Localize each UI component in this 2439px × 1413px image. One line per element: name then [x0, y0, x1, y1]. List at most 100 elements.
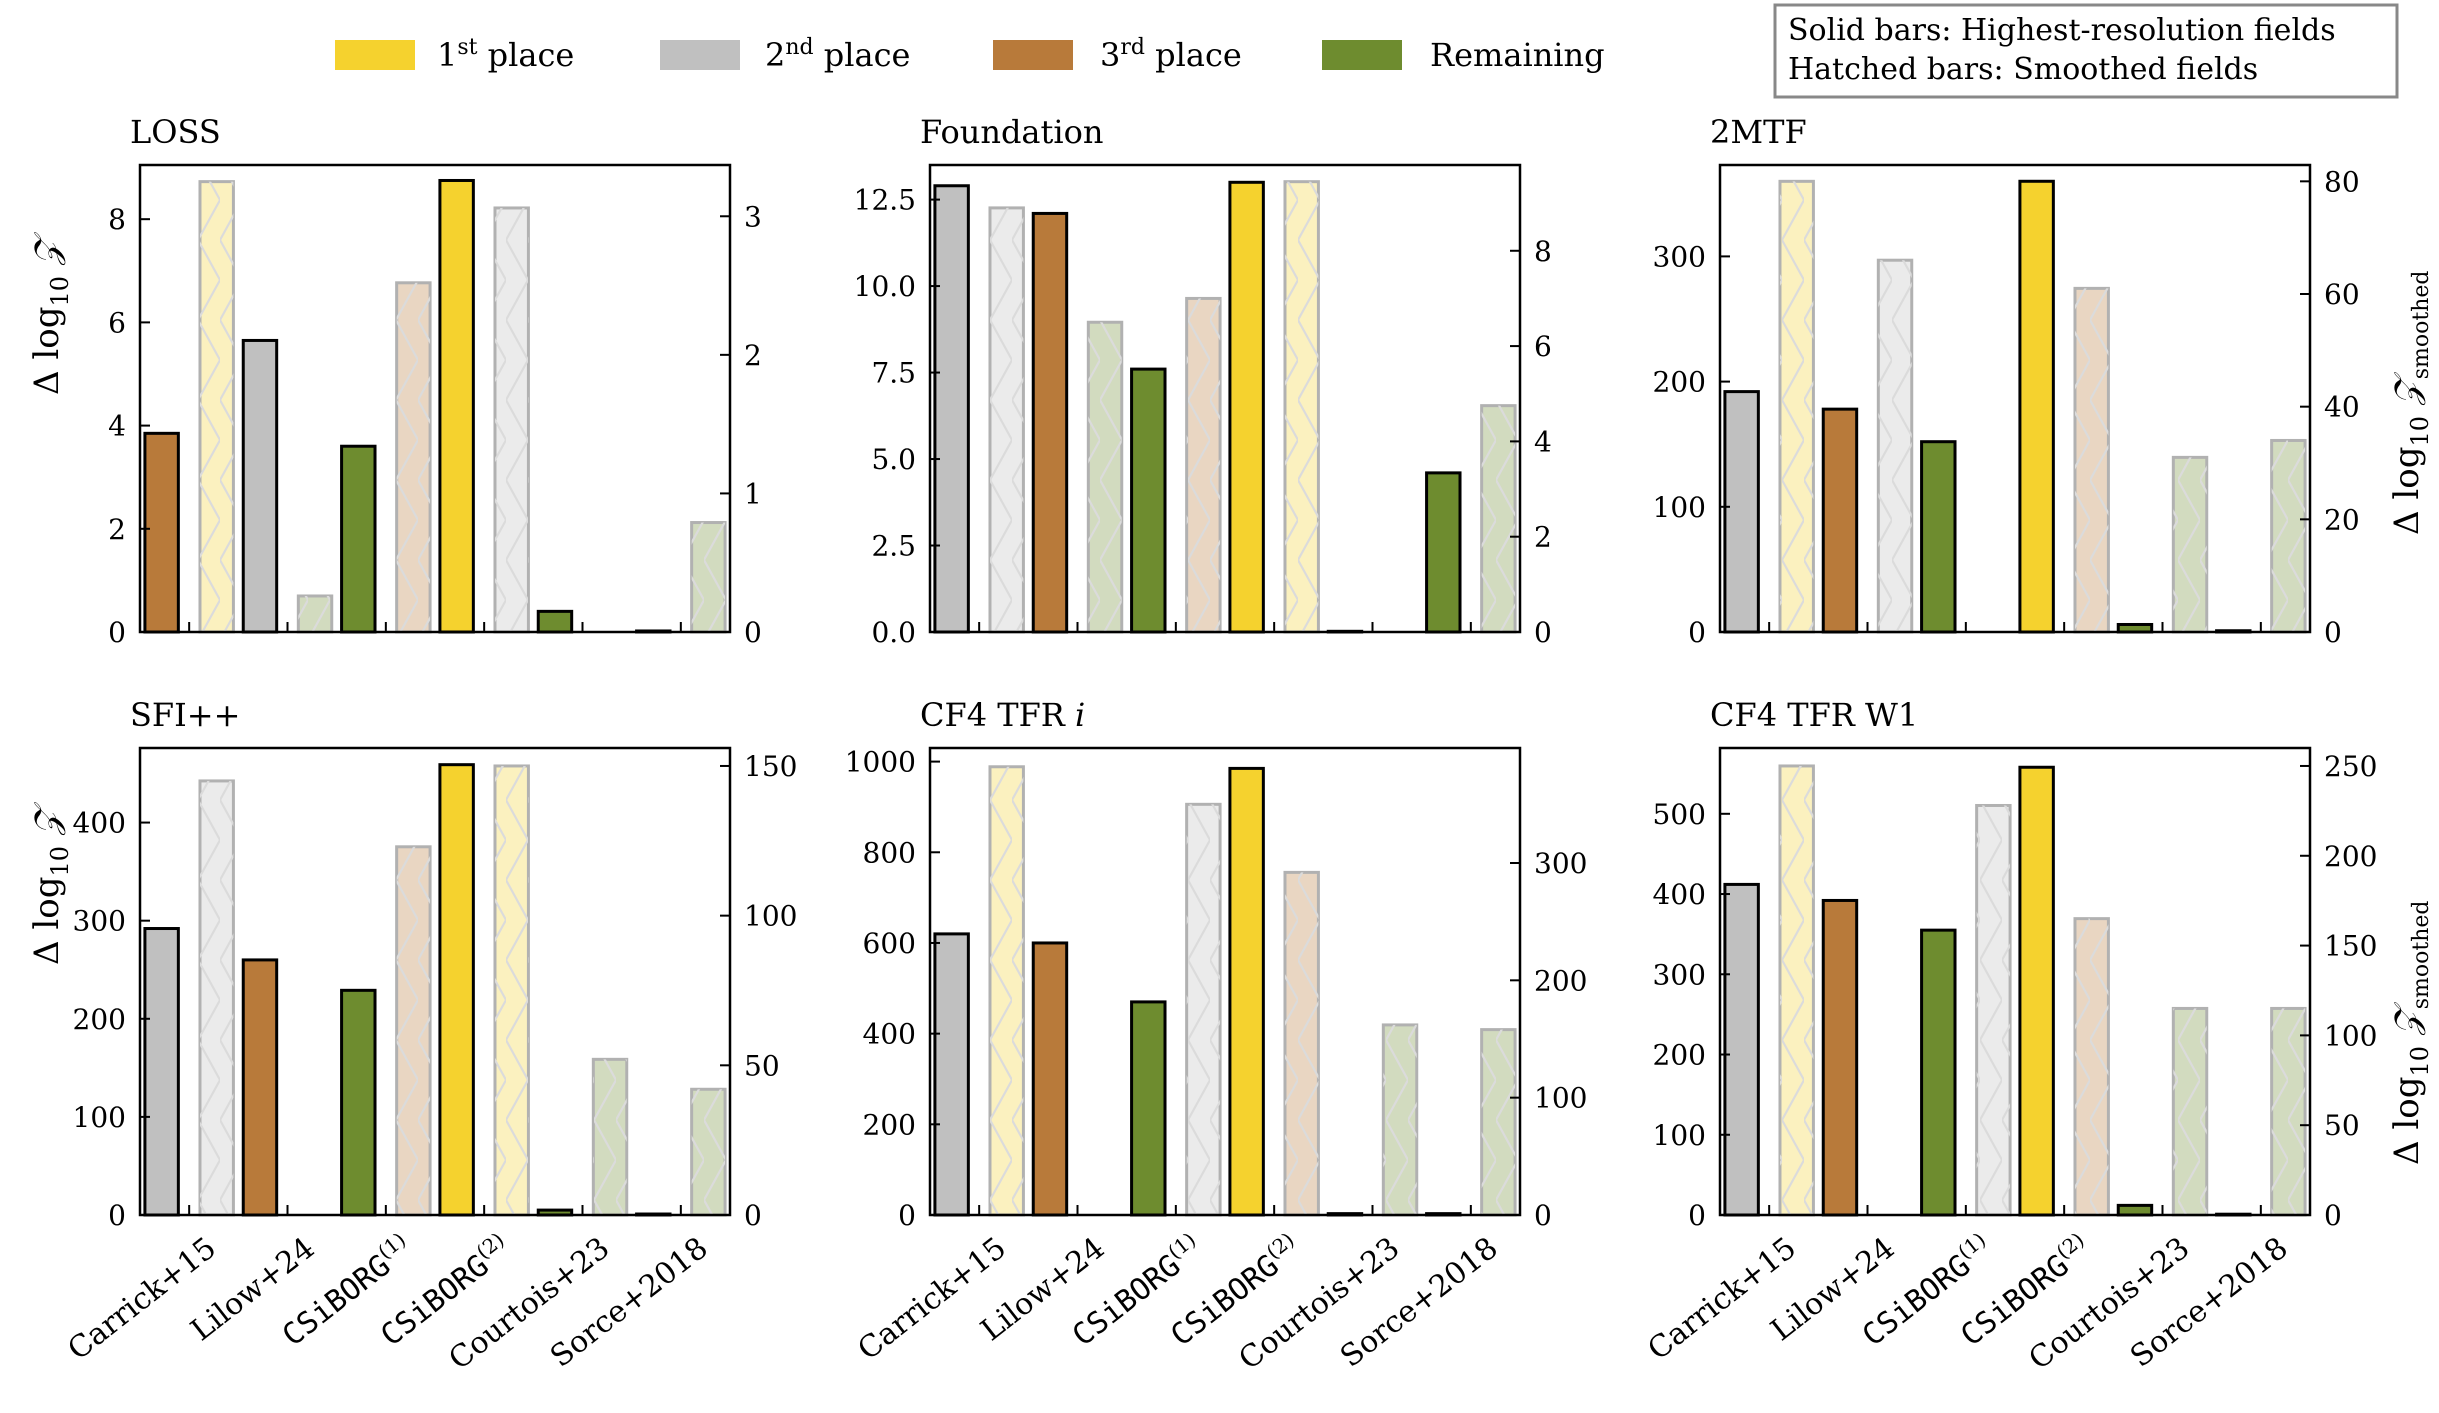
- panel-2mtf: 2MTF 0 100 200 300 0 20 40 60 80: [1653, 113, 2360, 649]
- hatched-bar-cf4-tfr-i-3: [1283, 870, 1320, 1217]
- ytick-right-sfi-2: 100: [744, 900, 797, 933]
- solid-bar-sfi-3: [438, 763, 475, 1217]
- ytick-left-loss-3: 6: [108, 306, 126, 339]
- note-line-solid: Solid bars: Highest-resolution fields: [1788, 13, 2336, 48]
- ytick-right-2mtf-3: 60: [2324, 278, 2360, 311]
- ytick-left-sfi-1: 100: [73, 1101, 126, 1134]
- panel-cf4-tfr-i: CF4 TFR i 0 200 400 600 800 1000 0 100 200 300: [845, 696, 1588, 1232]
- ytick-left-2mtf-2: 200: [1653, 366, 1706, 399]
- ytick-left-sfi-2: 200: [73, 1003, 126, 1036]
- solid-bar-cf4-tfr-i-0: [933, 932, 970, 1217]
- note-box: Solid bars: Highest-resolution fields Ha…: [1773, 3, 2399, 99]
- ytick-right-loss-0: 0: [744, 616, 762, 649]
- ytick-left-foundation-5: 12.5: [854, 184, 916, 217]
- ylabel-left-bottom: Δ log10 𝒵: [27, 801, 74, 965]
- solid-bar-cf4-tfr-w1-3: [2018, 765, 2055, 1217]
- hatched-bar-sfi-0: [198, 779, 235, 1217]
- solid-bar-cf4-tfr-w1-4: [2116, 1203, 2154, 1217]
- hatched-bar-cf4-tfr-w1-0: [1778, 764, 1815, 1217]
- hatched-bar-2mtf-3: [2073, 286, 2110, 634]
- ytick-right-2mtf-4: 80: [2324, 165, 2360, 198]
- hatched-bar-loss-2: [395, 281, 432, 634]
- axes-frame-foundation: [928, 163, 1522, 634]
- ytick-left-foundation-3: 7.5: [871, 357, 916, 390]
- hatched-bar-loss-3: [493, 206, 530, 634]
- ytick-left-foundation-0: 0.0: [871, 616, 916, 649]
- ylabel-right-top: Δ log10 𝒵smoothed: [2387, 271, 2434, 535]
- axes-frame-cf4-tfr-i: [928, 746, 1522, 1217]
- panel-title-2mtf: 2MTF: [1710, 113, 1807, 151]
- panel-sfi: SFI++ 0 100 200 300 400 0 50 100 150: [73, 696, 798, 1232]
- ytick-right-loss-2: 2: [744, 339, 762, 372]
- ytick-right-foundation-3: 6: [1534, 330, 1552, 363]
- xlabels-cf4-tfr-i: Carrick+15Lilow+24CSiBORG(1)CSiBORG(2)Co…: [852, 1227, 1505, 1377]
- hatched-bar-sfi-4: [591, 1057, 629, 1217]
- ytick-left-cf4-tfr-w1-3: 300: [1653, 958, 1706, 991]
- ytick-right-2mtf-2: 40: [2324, 391, 2360, 424]
- xtick-label-0-0: Carrick+15: [62, 1231, 223, 1368]
- legend-swatch-first: [335, 40, 415, 70]
- ytick-left-cf4-tfr-w1-2: 200: [1653, 1039, 1706, 1072]
- ytick-right-sfi-1: 50: [744, 1049, 780, 1082]
- solid-bar-2mtf-0: [1723, 390, 1760, 634]
- ytick-right-sfi-3: 150: [744, 750, 797, 783]
- panel-cf4-tfr-w1: CF4 TFR W1 0 100 200 300 400 500 0 50 100 150 200 25…: [1653, 696, 2378, 1232]
- legend-swatch-third: [993, 40, 1073, 70]
- legend-label-first: 1st place: [437, 35, 574, 74]
- xlabels-cf4-tfr-w1: Carrick+15Lilow+24CSiBORG(1)CSiBORG(2)Co…: [1642, 1227, 2295, 1377]
- ytick-left-2mtf-1: 100: [1653, 491, 1706, 524]
- solid-bar-cf4-tfr-i-2: [1130, 1000, 1167, 1217]
- note-box-frame: [1773, 3, 2399, 99]
- solid-bar-sfi-1: [241, 958, 279, 1217]
- ytick-right-cf4-tfr-w1-4: 200: [2324, 840, 2377, 873]
- solid-bar-sfi-2: [340, 988, 377, 1217]
- hatched-bar-cf4-tfr-i-0: [988, 765, 1025, 1217]
- axes-frame-cf4-tfr-w1: [1718, 746, 2312, 1217]
- ytick-right-foundation-1: 2: [1534, 521, 1552, 554]
- hatched-bar-cf4-tfr-w1-2: [1975, 803, 2012, 1217]
- hatched-bar-foundation-3: [1283, 180, 1320, 634]
- solid-bar-cf4-tfr-w1-2: [1920, 928, 1957, 1217]
- panel-loss: LOSS 0 2 4 6 8 0 1 2 3: [108, 113, 762, 649]
- legend-item-remaining: Remaining: [1322, 36, 1605, 74]
- ylabel-left-top: Δ log10 𝒵: [27, 231, 74, 395]
- ytick-left-2mtf-3: 300: [1653, 240, 1706, 273]
- hatched-bar-2mtf-4: [2171, 455, 2209, 634]
- ytick-left-sfi-4: 400: [73, 807, 126, 840]
- ytick-right-2mtf-1: 20: [2324, 503, 2360, 536]
- ytick-right-cf4-tfr-i-3: 300: [1534, 847, 1587, 880]
- ytick-left-foundation-2: 5.0: [871, 443, 916, 476]
- legend-swatch-second: [660, 40, 740, 70]
- legend-item-first: 1st place: [335, 35, 574, 74]
- ytick-right-foundation-4: 8: [1534, 235, 1552, 268]
- ytick-right-cf4-tfr-w1-3: 150: [2324, 930, 2377, 963]
- ytick-left-cf4-tfr-i-0: 0: [898, 1199, 916, 1232]
- solid-bar-loss-2: [340, 444, 377, 634]
- solid-bar-foundation-1: [1031, 211, 1069, 634]
- solid-bar-foundation-0: [933, 184, 970, 634]
- ytick-left-cf4-tfr-i-5: 1000: [845, 746, 916, 779]
- solid-bar-foundation-3: [1228, 180, 1265, 634]
- hatched-bar-loss-5: [690, 521, 727, 634]
- hatched-bar-foundation-2: [1185, 296, 1222, 634]
- ytick-right-sfi-0: 0: [744, 1199, 762, 1232]
- ytick-left-cf4-tfr-w1-1: 100: [1653, 1119, 1706, 1152]
- ytick-right-loss-1: 1: [744, 477, 762, 510]
- ytick-right-cf4-tfr-w1-2: 100: [2324, 1019, 2377, 1052]
- hatched-bar-cf4-tfr-i-2: [1185, 802, 1222, 1217]
- ytick-left-cf4-tfr-w1-5: 500: [1653, 798, 1706, 831]
- ytick-left-foundation-1: 2.5: [871, 530, 916, 563]
- axes-frame-sfi: [138, 746, 732, 1217]
- hatched-bar-sfi-3: [493, 764, 530, 1217]
- solid-bar-cf4-tfr-i-1: [1031, 941, 1069, 1217]
- ytick-left-sfi-3: 300: [73, 905, 126, 938]
- hatched-bar-cf4-tfr-i-4: [1381, 1023, 1419, 1217]
- solid-bar-loss-0: [143, 431, 180, 634]
- ytick-left-2mtf-0: 0: [1688, 616, 1706, 649]
- axes-frame-loss: [138, 163, 732, 634]
- ytick-left-cf4-tfr-w1-4: 400: [1653, 878, 1706, 911]
- solid-bar-sfi-0: [143, 927, 180, 1217]
- legend-item-second: 2nd place: [660, 35, 910, 74]
- ytick-right-loss-3: 3: [744, 200, 762, 233]
